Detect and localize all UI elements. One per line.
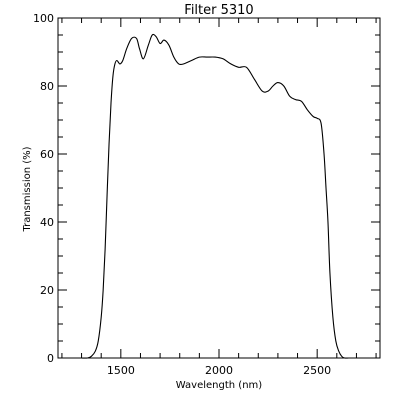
- y-tick-label: 60: [40, 148, 54, 161]
- axis-tick-labels: 1500 2000 2500 0 20 40 60 80 100: [33, 12, 331, 377]
- y-tick-label: 80: [40, 80, 54, 93]
- x-tick-label: 1500: [107, 364, 135, 377]
- axis-ticks: [58, 17, 380, 359]
- x-axis-label: Wavelength (nm): [176, 380, 262, 391]
- y-tick-label: 40: [40, 216, 54, 229]
- y-tick-label: 0: [47, 352, 54, 365]
- y-tick-label: 20: [40, 284, 54, 297]
- y-axis-label: Transmission (%): [22, 146, 33, 232]
- x-tick-label: 2500: [303, 364, 331, 377]
- series-line: [81, 33, 369, 359]
- x-tick-label: 2000: [205, 364, 233, 377]
- y-tick-label: 100: [33, 12, 54, 25]
- chart-title: Filter 5310: [184, 3, 253, 18]
